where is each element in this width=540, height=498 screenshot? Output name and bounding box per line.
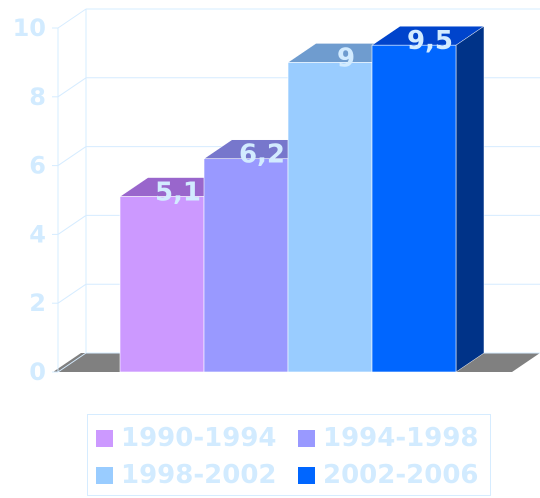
- data-label: 9,5: [407, 26, 453, 56]
- bar: [371, 44, 457, 373]
- data-label: 6,2: [239, 140, 285, 170]
- legend-item: 2002-2006: [298, 459, 479, 491]
- y-tick-label: 8: [29, 83, 46, 111]
- gridline-side: [57, 352, 87, 373]
- chart-legend: 1990-1994 1994-1998 1998-2002 2002-2006: [87, 414, 491, 496]
- bar: [119, 196, 205, 373]
- gridline-side: [57, 214, 87, 235]
- legend-item: 1990-1994: [96, 422, 277, 454]
- data-label: 9: [337, 43, 355, 73]
- bar-side: [455, 25, 485, 373]
- y-tick-label: 4: [29, 220, 46, 248]
- legend-swatch: [96, 466, 113, 484]
- gridline-side: [57, 77, 87, 98]
- gridline-side: [57, 283, 87, 304]
- legend-label: 1990-1994: [121, 423, 277, 453]
- y-tick-label: 6: [29, 152, 46, 180]
- legend-swatch: [96, 429, 113, 447]
- bar: [287, 62, 373, 373]
- bar: [203, 158, 289, 373]
- y-tick-label: 2: [29, 289, 46, 317]
- y-tick-label: 10: [13, 14, 46, 42]
- bar-chart: 0 2 4 6 8 10 5,1 6,2 9 9,5: [13, 8, 540, 386]
- legend-label: 1994-1998: [323, 423, 479, 453]
- legend-label: 1998-2002: [121, 460, 277, 490]
- legend-item: 1998-2002: [96, 459, 277, 491]
- legend-swatch: [298, 466, 315, 484]
- gridline-side: [57, 146, 87, 167]
- legend-label: 2002-2006: [323, 460, 479, 490]
- data-label: 5,1: [155, 178, 201, 208]
- legend-item: 1994-1998: [298, 422, 479, 454]
- legend-swatch: [298, 429, 315, 447]
- gridline-side: [57, 8, 87, 29]
- y-tick-label: 0: [29, 358, 46, 386]
